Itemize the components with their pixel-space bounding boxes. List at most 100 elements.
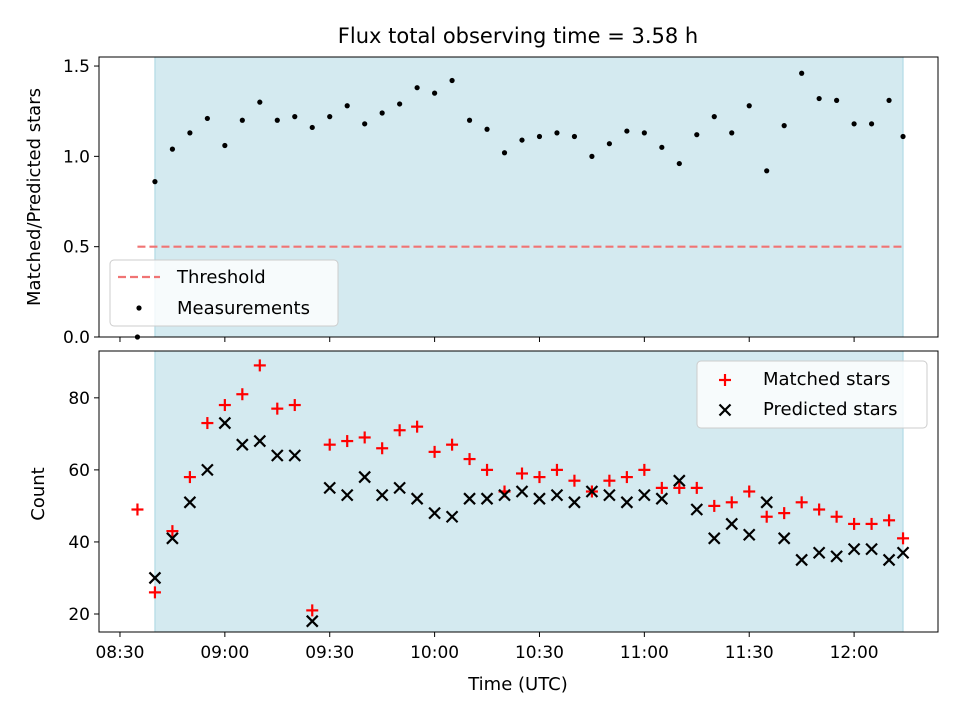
measurement-point [571,133,578,140]
predicted-star-marker [271,449,284,462]
matched-star-marker [236,388,249,401]
predicted-star-marker [428,506,441,520]
measurement-point [659,144,665,150]
predicted-star-marker [288,449,302,462]
bottom-panel: 20 40 60 80 08:30 09:00 09:30 10:00 10:30 11:00 1… [28,350,939,695]
matched-star-marker [148,586,161,599]
bottom-x-ticks: 08:30 09:00 09:30 10:00 10:30 11:00 11:30 12:00 [95,632,879,663]
matched-star-marker [725,496,738,509]
legend-measurements-swatch [136,305,142,311]
measurement-point [344,103,350,109]
matched-star-marker [253,359,266,372]
matched-star-marker [376,442,389,455]
y-tick-label: 80 [68,389,90,409]
top-axes-frame [98,56,939,338]
measurement-point [816,95,822,102]
measurement-point [746,103,752,109]
measurement-point [900,133,906,140]
measurement-point [204,115,210,122]
measurement-point [466,117,473,123]
matched-star-marker [743,485,756,498]
matched-star-marker [568,474,581,487]
matched-star-marker [341,435,354,448]
measurement-point [606,141,612,147]
predicted-star-marker [882,553,896,567]
predicted-star-marker [166,532,179,545]
predicted-star-marker [620,496,634,509]
legend-matched-swatch [719,374,731,386]
bottom-legend-box [696,360,928,429]
predicted-star-marker [201,463,214,477]
measurement-point [274,117,280,123]
measurement-point [536,133,543,140]
measurement-point [309,124,315,131]
measurement-point [484,126,490,132]
bottom-axes-frame [98,350,939,633]
x-tick-label: 11:00 [620,643,669,663]
predicted-star-marker [707,532,721,545]
measurement-point [432,90,438,96]
predicted-star-marker [690,503,704,516]
measurement-point [187,130,193,136]
matched-star-marker [166,525,179,538]
matched-star-marker [848,517,861,530]
matched-star-marker [515,467,528,480]
matched-star-marker [393,424,406,437]
predicted-star-marker [742,528,756,542]
predicted-star-marker [305,614,319,628]
predicted-star-marker [183,496,197,509]
measurement-point [519,137,525,143]
matched-star-marker [655,481,668,494]
legend-predicted-swatch [718,403,732,417]
legend-predicted-label: Predicted stars [763,399,897,420]
bottom-legend: Matched stars Predicted stars [696,360,928,429]
legend-matched-marker [719,374,731,386]
x-tick-label: 09:30 [305,643,354,663]
matched-star-marker [603,474,616,487]
predicted-star-marker [498,488,511,502]
matched-star-marker [533,471,546,484]
predicted-star-marker [777,532,791,545]
matched-star-marker [830,510,843,523]
predicted-star-marker [865,542,878,556]
predicted-star-marker [253,434,267,448]
predicted-star-marker [550,488,564,502]
measurement-point [397,101,403,107]
matched-star-marker [446,438,459,451]
bottom-y-axis-label: Count [28,467,49,520]
measurement-point [169,146,176,152]
matched-star-marker [690,481,703,494]
matched-star-marker [201,417,214,430]
matched-star-marker [271,402,284,415]
y-tick-label: 1.0 [63,147,90,167]
matched-star-marker [358,431,371,444]
matched-star-marker [411,420,424,433]
measurement-point [327,114,333,120]
legend-measurements-label: Measurements [177,298,310,319]
predicted-star-marker [847,542,861,556]
measurement-point [641,130,647,136]
measurement-point [764,168,770,174]
measurement-point [379,110,385,116]
measurement-point [711,114,717,120]
predicted-star-marker [340,488,354,502]
legend-threshold-label: Threshold [176,267,266,288]
x-tick-label: 10:00 [410,643,459,663]
predicted-star-marker [725,517,739,531]
matched-star-marker [865,517,878,530]
legend-matched-label: Matched stars [763,369,890,390]
top-y-ticks: 0.0 0.5 1.0 1.5 [63,57,99,348]
measurement-point [554,130,560,136]
y-tick-label: 1.5 [63,57,90,77]
x-tick-label: 10:30 [515,643,564,663]
measurement-point [729,130,735,136]
top-legend: Threshold Measurements [109,259,339,327]
matched-star-marker [708,499,721,512]
predicted-star-marker [533,492,546,505]
matched-star-marker [673,481,686,494]
predicted-star-marker [896,546,910,560]
predicted-star-marker [673,474,686,487]
measurement-point [624,128,630,134]
matched-star-marker [760,510,773,523]
y-tick-label: 20 [68,605,90,625]
